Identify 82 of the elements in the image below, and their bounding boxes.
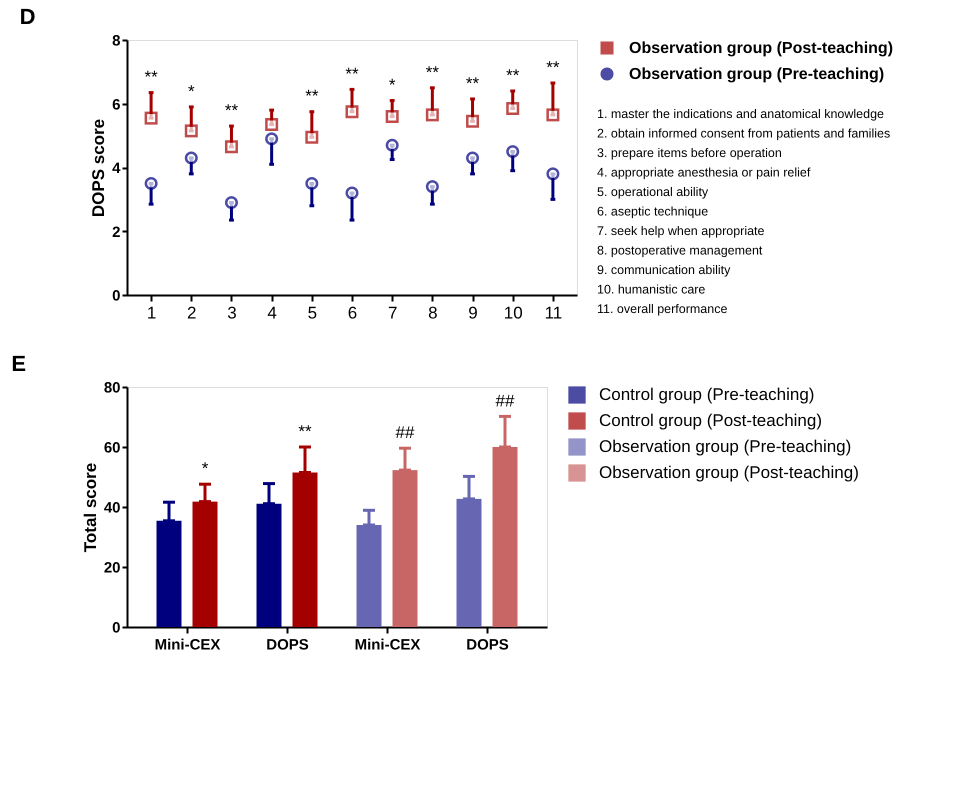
text: 7. seek help when appropriate (597, 224, 765, 238)
data-label: ** (546, 58, 560, 78)
point (426, 180, 439, 194)
point (265, 132, 278, 146)
point (506, 145, 520, 158)
text: 10. humanistic care (597, 282, 706, 296)
y-tick-label: 60 (104, 440, 120, 456)
point (466, 114, 480, 128)
x-tick-label: DOPS (466, 636, 509, 654)
point (224, 140, 238, 154)
data-label: ** (345, 64, 359, 84)
point (386, 138, 399, 152)
x-tick-label: Mini-CEX (354, 636, 420, 654)
data-label: ** (224, 101, 238, 120)
point (466, 151, 480, 164)
x-tick-label: 4 (267, 304, 277, 322)
y-tick-label: 6 (112, 96, 120, 114)
text: 1. master the indications and anatomical knowledge (597, 107, 884, 121)
legend-label: Observation group (Post-teaching) (629, 40, 894, 57)
x-tick-label: Mini-CEX (154, 636, 220, 654)
y-tick-label: 40 (104, 500, 120, 516)
point (546, 167, 560, 180)
x-tick-label: 7 (388, 304, 398, 322)
text: 6. aseptic technique (597, 204, 708, 218)
point (265, 118, 278, 131)
y-tick-label: 2 (112, 224, 120, 241)
data-label: ** (506, 66, 520, 85)
data-label: ** (426, 62, 440, 82)
data-label: * (388, 76, 396, 95)
legend-label: Observation group (Pre-teaching) (599, 437, 852, 456)
x-tick-label: 9 (468, 304, 478, 322)
x-tick-label: DOPS (266, 636, 309, 654)
text: 11. overall performance (597, 302, 728, 316)
y-axis-title: DOPS score (89, 118, 108, 218)
point (184, 124, 198, 138)
legend-label: Control group (Post-teaching) (599, 411, 822, 430)
data-label: ## (496, 391, 515, 410)
point (144, 112, 158, 125)
y-tick-label: 0 (112, 620, 120, 636)
x-tick-label: 5 (308, 304, 318, 322)
point (386, 110, 399, 123)
data-label: * (188, 82, 195, 101)
legend-label: Control group (Pre-teaching) (599, 385, 814, 404)
chart-title: E (11, 351, 26, 376)
x-tick-label: 3 (227, 304, 237, 322)
y-axis-title: Total score (80, 462, 100, 552)
text: 4. appropriate anesthesia or pain relief (597, 166, 811, 180)
chart-title: D (20, 4, 36, 29)
legend-label: Observation group (Post-teaching) (599, 463, 859, 482)
x-tick-label: 10 (504, 304, 523, 322)
point (506, 102, 520, 116)
point (546, 108, 560, 122)
y-tick-label: 0 (112, 288, 120, 304)
text: 5. operational ability (597, 185, 709, 199)
point (305, 130, 318, 144)
y-tick-label: 80 (104, 380, 120, 396)
x-tick-label: 6 (348, 304, 358, 322)
data-label: ## (396, 423, 415, 442)
point (184, 151, 198, 164)
text: 2. obtain informed consent from patients and families (597, 126, 890, 140)
data-label: ** (305, 86, 319, 106)
point (346, 105, 358, 118)
x-tick-label: 1 (146, 304, 156, 322)
text: 8. postoperative management (597, 244, 763, 258)
y-tick-label: 20 (104, 560, 120, 576)
x-tick-label: 8 (428, 304, 438, 322)
data-label: ** (298, 422, 312, 441)
y-tick-label: 8 (112, 32, 120, 50)
data-label: ** (144, 68, 158, 87)
x-tick-label: 2 (187, 304, 197, 322)
point (144, 176, 158, 190)
point (224, 196, 238, 210)
point (426, 108, 439, 122)
point (305, 176, 318, 190)
x-tick-label: 11 (544, 304, 562, 322)
y-tick-label: 4 (112, 160, 122, 177)
legend-label: Observation group (Pre-teaching) (629, 66, 884, 83)
point (346, 186, 358, 200)
data-label: * (202, 459, 209, 478)
data-label: ** (466, 74, 480, 93)
text: 3. prepare items before operation (597, 146, 782, 160)
text: 9. communication ability (597, 263, 732, 277)
